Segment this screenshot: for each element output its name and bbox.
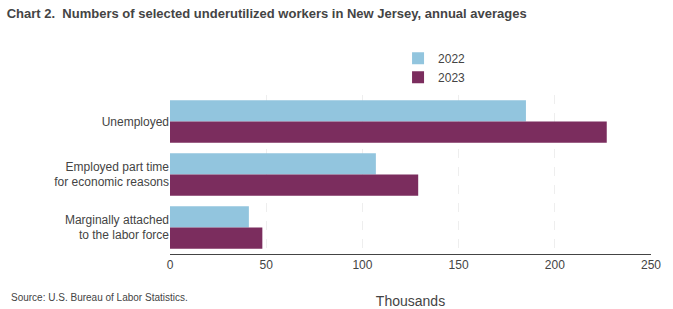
- svg-text:2022: 2022: [438, 52, 465, 66]
- svg-text:Marginally attachedto the labo: Marginally attachedto the labor force: [65, 213, 169, 243]
- svg-text:Employed part timefor economic: Employed part timefor economic reasons: [54, 160, 169, 190]
- svg-text:Source: U.S. Bureau of Labor S: Source: U.S. Bureau of Labor Statistics.: [11, 292, 188, 303]
- svg-text:50: 50: [260, 258, 274, 272]
- svg-text:100: 100: [352, 258, 372, 272]
- svg-text:Unemployed: Unemployed: [102, 115, 169, 129]
- svg-text:2023: 2023: [438, 71, 465, 85]
- svg-text:200: 200: [545, 258, 565, 272]
- svg-text:Chart 2. Numbers of selected: Chart 2. Numbers of selected underutiliz…: [7, 6, 527, 21]
- svg-text:250: 250: [641, 258, 661, 272]
- svg-text:0: 0: [167, 258, 174, 272]
- svg-text:Thousands: Thousands: [376, 293, 445, 309]
- svg-text:150: 150: [449, 258, 469, 272]
